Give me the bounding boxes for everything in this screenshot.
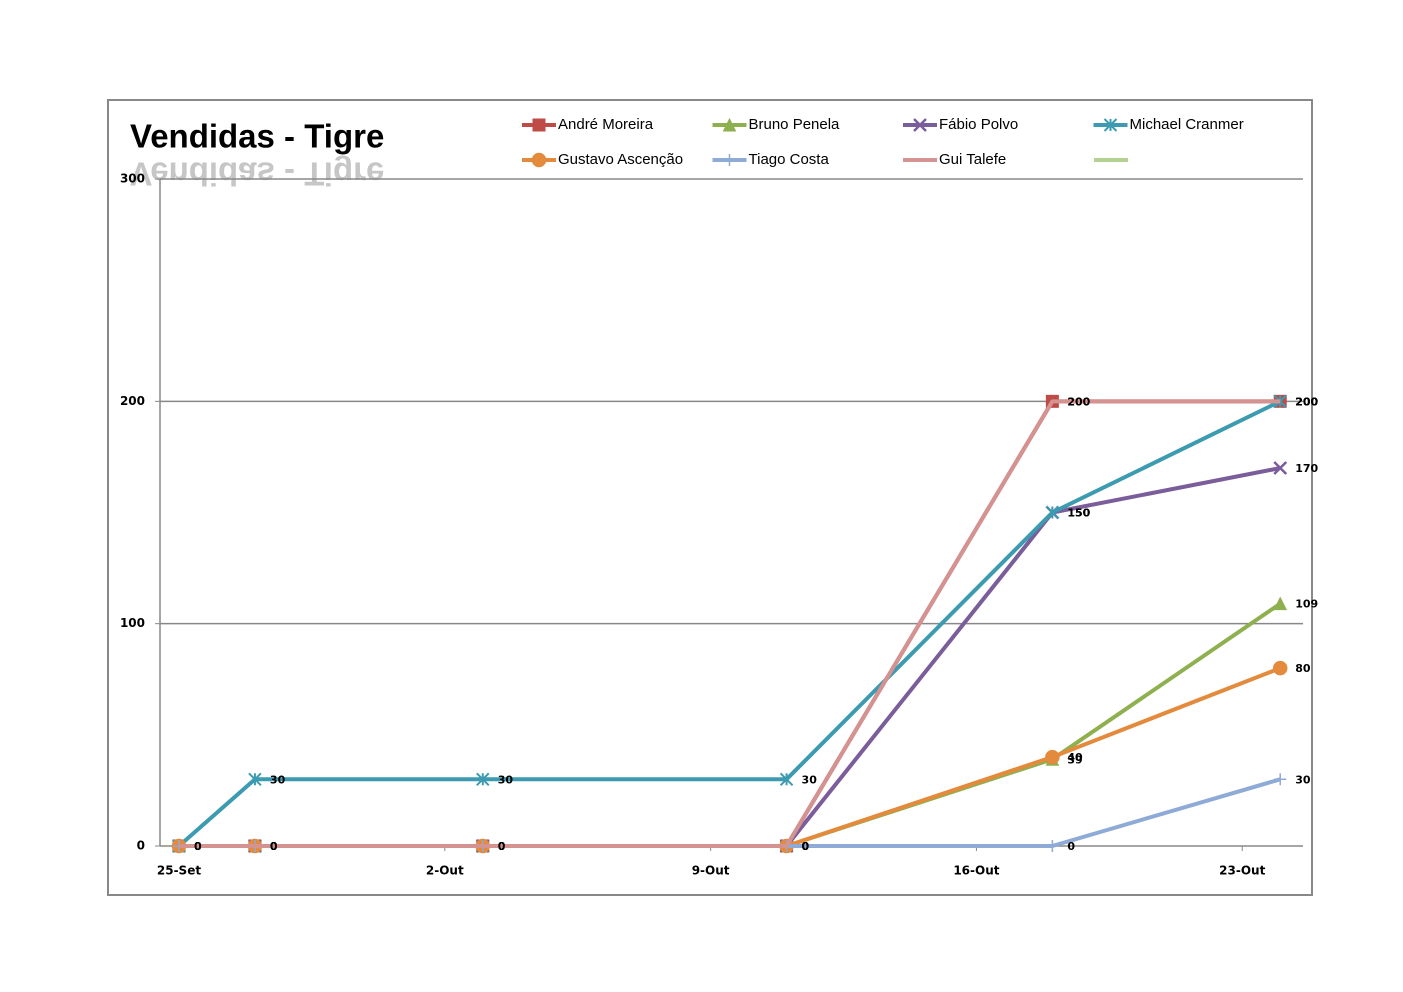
data-label: 0 [194, 840, 202, 853]
marker [1272, 660, 1288, 676]
series-line [177, 399, 1282, 848]
marker [1046, 840, 1059, 852]
legend-label: Michael Cranmer [1130, 116, 1244, 133]
marker [1045, 505, 1060, 520]
marker [1045, 749, 1060, 765]
series-line [178, 399, 1281, 848]
legend-label: Gustavo Ascenção [558, 151, 683, 168]
data-label: 30 [1295, 773, 1311, 786]
data-label: 0 [1067, 840, 1075, 853]
data-label: 150 [1067, 507, 1090, 520]
data-label: 170 [1295, 462, 1318, 475]
y-tick-label: 100 [120, 616, 145, 630]
data-label: 0 [802, 840, 810, 853]
data-label: 39 [1067, 753, 1082, 766]
marker [1273, 461, 1288, 475]
data-label: 0 [270, 840, 278, 853]
legend-label: Bruno Penela [749, 116, 841, 133]
data-label: 200 [1295, 395, 1318, 408]
data-label: 200 [1067, 395, 1090, 408]
legend-label: Gui Talefe [939, 151, 1006, 168]
marker [1274, 773, 1287, 786]
data-label: 0 [802, 840, 810, 853]
title-reflection: Vendidas - Tigre [130, 155, 384, 192]
data-label: 200 [1295, 395, 1318, 408]
marker [248, 772, 262, 787]
marker [1273, 394, 1287, 409]
data-label: 30 [270, 773, 286, 786]
data-label: 150 [1067, 507, 1090, 520]
data-label: 109 [1295, 598, 1318, 611]
data-label: 30 [802, 773, 818, 786]
marker [1103, 118, 1118, 132]
data-label: 80 [1295, 662, 1311, 675]
x-tick-label: 16-Out [953, 864, 999, 878]
legend-label: André Moreira [558, 116, 654, 133]
marker [779, 772, 794, 787]
marker [723, 154, 736, 166]
y-tick-label: 200 [120, 394, 145, 408]
y-tick-label: 300 [120, 172, 145, 186]
marker [913, 118, 927, 132]
data-label: 30 [498, 773, 514, 786]
marker [476, 772, 490, 787]
chart-frame [107, 99, 1313, 896]
marker [722, 117, 737, 132]
marker [531, 152, 547, 168]
y-tick-label: 0 [137, 839, 145, 853]
marker [1273, 596, 1288, 611]
x-tick-label: 9-Out [692, 864, 730, 878]
legend-label: Tiago Costa [749, 151, 830, 168]
x-tick-label: 23-Out [1219, 864, 1265, 878]
x-tick-label: 25-Set [157, 864, 201, 878]
data-label: 200 [1295, 395, 1318, 408]
data-label: 40 [1067, 751, 1083, 764]
x-tick-label: 2-Out [426, 864, 464, 878]
marker [532, 118, 546, 132]
legend-label: Fábio Polvo [939, 116, 1018, 133]
chart-title: Vendidas - Tigre [130, 118, 384, 155]
data-label: 0 [498, 840, 506, 853]
